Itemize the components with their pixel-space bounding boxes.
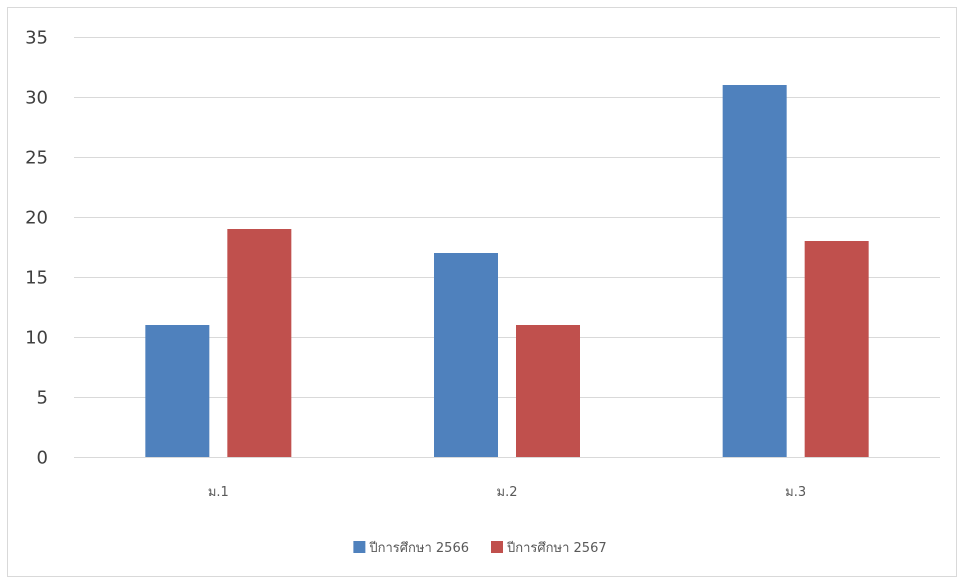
x-category-label: ม.3 xyxy=(785,485,806,500)
y-tick-label: 0 xyxy=(37,448,48,469)
bar-1-1 xyxy=(145,325,210,457)
legend-item: ปีการศึกษา 2566 xyxy=(353,540,469,556)
bars xyxy=(145,85,869,457)
y-tick-label: 30 xyxy=(25,88,48,109)
y-tick-label: 10 xyxy=(25,328,48,349)
bar-2-3 xyxy=(804,241,869,457)
bar-1-3 xyxy=(722,85,787,457)
bar-1-2 xyxy=(434,253,498,457)
x-category-label: ม.2 xyxy=(497,485,518,500)
legend: ปีการศึกษา 2566 ปีการศึกษา 2567 xyxy=(353,540,607,556)
bar-2-2 xyxy=(516,325,580,457)
legend-label: ปีการศึกษา 2566 xyxy=(368,540,469,556)
y-tick-label: 20 xyxy=(25,208,48,229)
y-axis-tick-labels: 0 5 10 15 20 25 30 35 xyxy=(25,28,48,469)
y-tick-label: 25 xyxy=(25,148,48,169)
x-axis-category-labels: ม.1 ม.2 ม.3 xyxy=(208,485,806,500)
x-category-label: ม.1 xyxy=(208,485,229,500)
legend-swatch xyxy=(491,541,503,553)
legend-label: ปีการศึกษา 2567 xyxy=(506,540,607,556)
y-tick-label: 15 xyxy=(25,268,48,289)
legend-swatch xyxy=(353,541,366,553)
legend-item: ปีการศึกษา 2567 xyxy=(491,540,607,556)
y-tick-label: 35 xyxy=(25,28,48,49)
bar-2-1 xyxy=(227,229,292,457)
gridlines xyxy=(74,37,940,458)
y-tick-label: 5 xyxy=(37,388,48,409)
